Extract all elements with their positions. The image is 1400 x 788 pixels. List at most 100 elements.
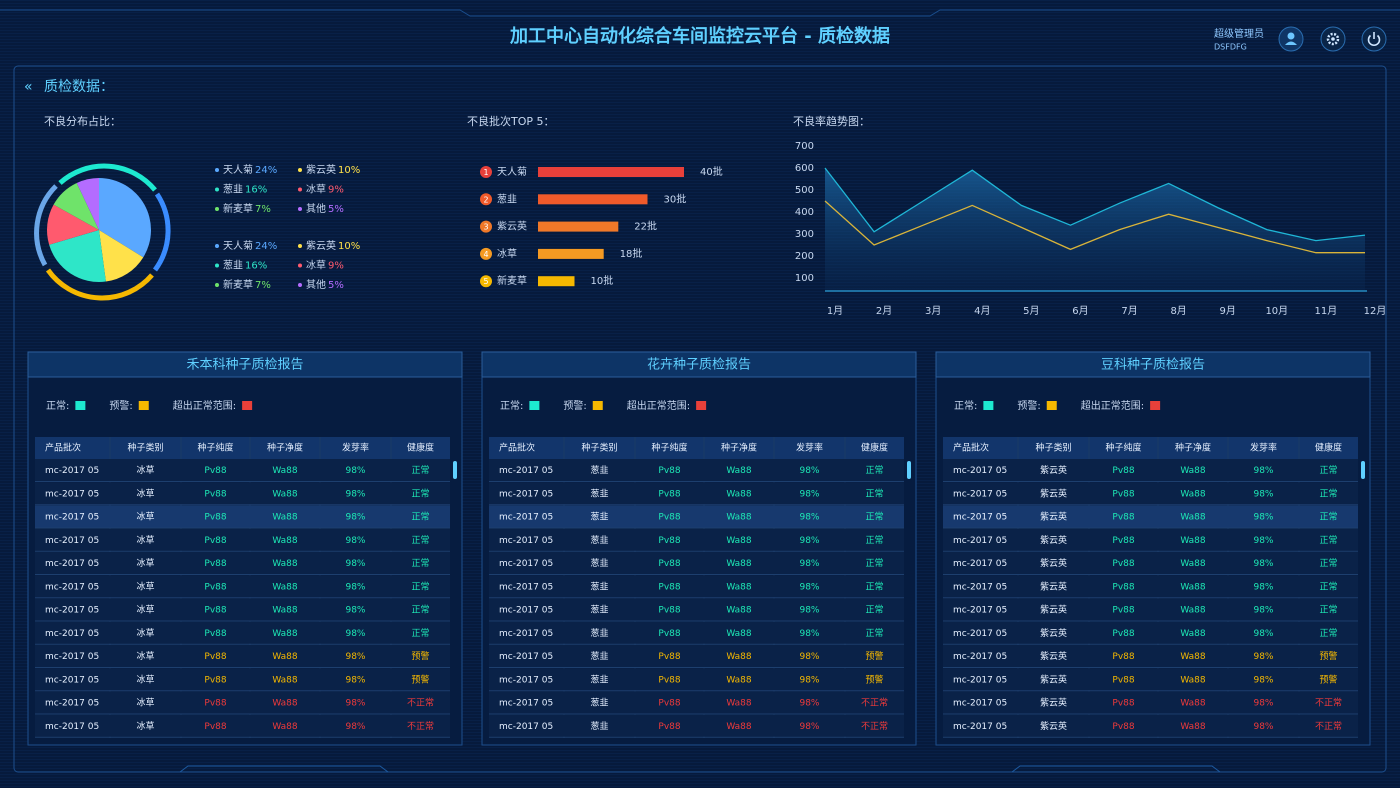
table-cell: Pv88 (1112, 675, 1134, 685)
table-row[interactable] (35, 482, 450, 505)
table-cell: 冰草 (136, 511, 154, 523)
table-cell: Wa88 (272, 652, 298, 662)
table-cell: Wa88 (272, 489, 298, 499)
table-cell: mc-2017 05 (953, 629, 1007, 639)
table-cell: mc-2017 05 (953, 582, 1007, 592)
table-cell: 冰草 (136, 720, 154, 732)
table-row[interactable] (35, 575, 450, 598)
table-cell: 98% (799, 606, 819, 616)
legend-value: 10% (338, 165, 360, 176)
table-cell: 正常 (411, 580, 429, 592)
column-header: 种子类别 (581, 442, 617, 454)
table-row[interactable] (943, 598, 1358, 621)
pie-slice (99, 230, 144, 282)
table-cell: 98% (345, 559, 365, 569)
table-cell: 紫云英 (1040, 720, 1067, 732)
table-row[interactable] (943, 691, 1358, 714)
table-row[interactable] (489, 575, 904, 598)
table-cell: Wa88 (1180, 466, 1206, 476)
table-cell: 正常 (1319, 511, 1337, 523)
table-row[interactable] (35, 552, 450, 574)
table-cell: 冰草 (136, 534, 154, 546)
column-header: 种子纯度 (197, 442, 233, 454)
x-tick-label: 1月 (827, 305, 843, 317)
table-row[interactable] (489, 505, 904, 528)
legend-label: 正常: (46, 399, 69, 412)
table-cell: 葱韭 (590, 487, 608, 499)
table-row[interactable] (489, 691, 904, 714)
table-row[interactable] (35, 505, 450, 528)
table-cell: 葱韭 (590, 557, 608, 569)
table-cell: Wa88 (726, 536, 752, 546)
y-tick-label: 200 (795, 251, 814, 262)
table-row[interactable] (489, 459, 904, 481)
power-button[interactable] (1361, 26, 1387, 52)
table-cell: Wa88 (1180, 536, 1206, 546)
page-title: 加工中心自动化综合车间监控云平台 - 质检数据 (509, 25, 890, 47)
rank-badge (480, 166, 492, 178)
table-cell: 紫云英 (1040, 697, 1067, 709)
table-cell: Pv88 (1112, 606, 1134, 616)
table-row[interactable] (943, 482, 1358, 505)
table-row[interactable] (943, 621, 1358, 644)
back-icon[interactable]: « (24, 79, 33, 95)
table-cell: Pv88 (658, 489, 680, 499)
table-row[interactable] (489, 482, 904, 505)
table-row[interactable] (943, 552, 1358, 574)
table-row[interactable] (943, 714, 1358, 737)
table-cell: Pv88 (1112, 722, 1134, 732)
table-row[interactable] (35, 528, 450, 551)
report-title: 豆科种子质检报告 (1101, 358, 1205, 373)
table-cell: 98% (799, 582, 819, 592)
table-row[interactable] (489, 621, 904, 644)
x-tick-label: 10月 (1265, 305, 1288, 317)
table-row[interactable] (489, 714, 904, 737)
legend-label: 冰草 (306, 183, 326, 196)
table-row[interactable] (489, 598, 904, 621)
table-row[interactable] (489, 668, 904, 691)
table-row[interactable] (35, 459, 450, 481)
table-row[interactable] (35, 714, 450, 737)
table-row[interactable] (35, 621, 450, 644)
table-row[interactable] (943, 505, 1358, 528)
table-row[interactable] (35, 691, 450, 714)
bar-value-label: 30批 (664, 192, 687, 205)
table-row[interactable] (943, 645, 1358, 667)
table-row[interactable] (35, 668, 450, 691)
table-cell: 98% (345, 582, 365, 592)
table-cell: Pv88 (1112, 699, 1134, 709)
table-cell: Wa88 (1180, 652, 1206, 662)
table-cell: 紫云英 (1040, 580, 1067, 592)
table-row[interactable] (489, 528, 904, 551)
rank-number: 3 (483, 223, 488, 232)
settings-button[interactable] (1320, 26, 1346, 52)
table-cell: 98% (1253, 559, 1273, 569)
table-row[interactable] (943, 668, 1358, 691)
table-cell: Wa88 (726, 606, 752, 616)
table-cell: mc-2017 05 (45, 652, 99, 662)
table-cell: 98% (345, 629, 365, 639)
table-cell: 98% (345, 722, 365, 732)
table-row[interactable] (943, 459, 1358, 481)
table-row[interactable] (489, 645, 904, 667)
line-title: 不良率趋势图： (793, 114, 870, 128)
table-cell: 不正常 (407, 720, 434, 732)
table-row[interactable] (489, 552, 904, 574)
table-cell: 正常 (411, 464, 429, 476)
table-cell: Pv88 (204, 536, 226, 546)
table-cell: 预警 (1319, 650, 1337, 662)
bar-value-label: 22批 (634, 220, 657, 233)
table-row[interactable] (35, 645, 450, 667)
report-header (935, 351, 1371, 378)
table-cell: mc-2017 05 (45, 559, 99, 569)
table-row[interactable] (943, 575, 1358, 598)
table-row[interactable] (35, 598, 450, 621)
table-cell: Wa88 (1180, 582, 1206, 592)
user-button[interactable] (1278, 26, 1304, 52)
legend-value: 24% (255, 165, 277, 176)
table-cell: 冰草 (136, 604, 154, 616)
table-cell: 紫云英 (1040, 673, 1067, 685)
legend-label: 预警: (563, 399, 586, 412)
table-row[interactable] (943, 528, 1358, 551)
